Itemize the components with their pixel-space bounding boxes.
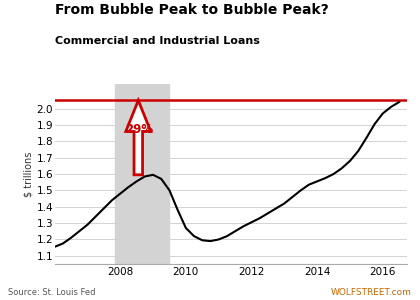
Text: Commercial and Industrial Loans: Commercial and Industrial Loans: [55, 36, 260, 46]
Y-axis label: $ trillions: $ trillions: [24, 151, 34, 197]
Bar: [115, 84, 169, 264]
Text: Source: St. Louis Fed: Source: St. Louis Fed: [8, 288, 96, 297]
Text: 29%: 29%: [125, 123, 153, 136]
Text: From Bubble Peak to Bubble Peak?: From Bubble Peak to Bubble Peak?: [55, 3, 328, 17]
Polygon shape: [126, 100, 151, 175]
Text: WOLFSTREET.com: WOLFSTREET.com: [331, 288, 412, 297]
